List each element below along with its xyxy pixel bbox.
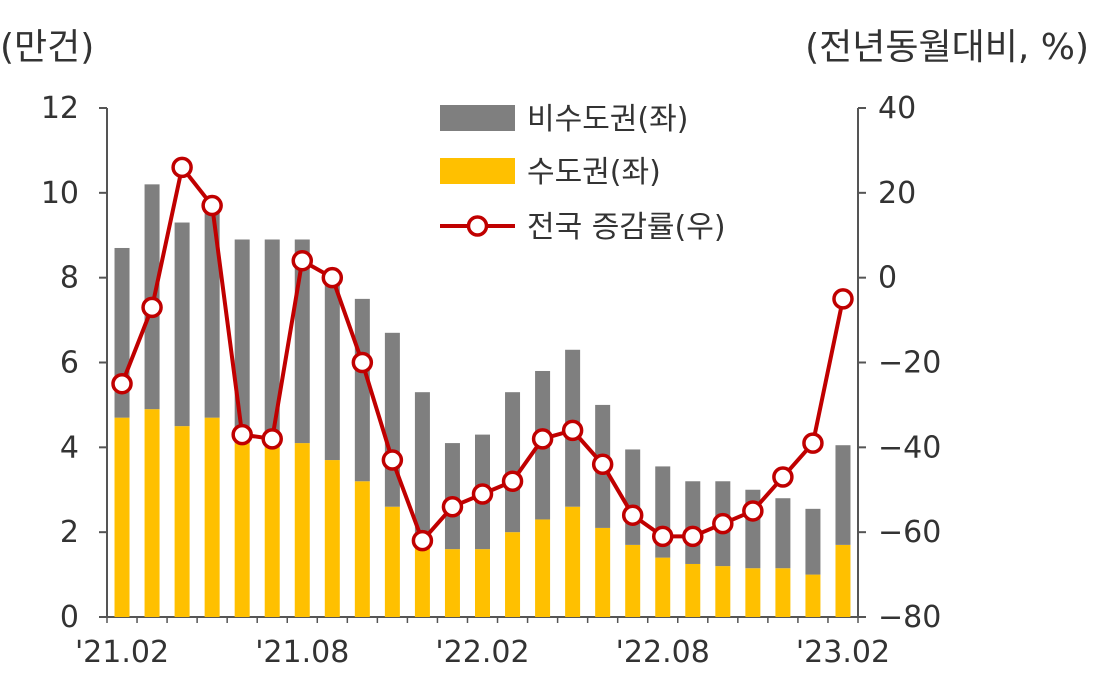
national-growth-point [201,194,223,217]
left-axis-tick-label: 6 [60,346,79,381]
line-group [111,156,854,552]
bar-capital-region [565,506,581,617]
bar-non-capital-region [505,392,521,533]
legend-label-capital: 수도권(좌) [527,155,661,190]
left-axis-tick-label: 12 [41,91,79,126]
right-axis-unit-label: (전년동월대비, %) [805,27,1089,68]
national-growth-point [621,504,644,526]
bar-capital-region [625,544,641,617]
bar-non-capital-region [835,445,851,545]
bar-capital-region [715,566,731,617]
national-growth-point [351,351,374,374]
bar-capital-region [294,443,310,617]
left-axis-tick-label: 8 [60,261,79,296]
legend-label-line: 전국 증감률(우) [527,210,726,245]
legend-swatch-non-capital [440,105,515,131]
bar-capital-region [775,568,791,617]
bar-capital-region [444,549,460,617]
bar-capital-region [414,544,430,617]
national-growth-point [471,483,494,505]
x-axis-tick-label: '21.08 [255,635,349,670]
bar-non-capital-region [384,332,400,507]
national-growth-point [411,529,434,552]
bar-capital-region [264,447,280,617]
bar-non-capital-region [805,508,821,575]
right-axis-tick-label: −20 [878,346,941,381]
left-axis-tick-label: 2 [60,515,79,550]
right-axis-tick-label: 40 [878,91,916,126]
bar-capital-region [505,532,521,617]
right-axis-tick-label: −40 [878,430,941,465]
bar-capital-region [354,481,370,617]
national-growth-point [742,500,764,522]
bar-capital-region [745,568,761,617]
legend-label-non-capital: 비수도권(좌) [527,102,688,137]
left-axis-tick-label: 0 [60,600,79,635]
national-growth-point [501,470,524,493]
national-growth-point [561,419,584,442]
bar-non-capital-region [264,239,280,448]
legend: 비수도권(좌) 수도권(좌) 전국 증감률(우) [440,102,726,245]
bar-capital-region [174,426,190,617]
bar-capital-region [475,549,490,617]
bar-capital-region [835,544,851,617]
left-axis-tick-label: 10 [41,176,79,211]
left-axis-unit-label: (만건) [0,27,95,68]
left-axis-tick-label: 4 [60,430,79,465]
bar-capital-region [535,519,551,617]
national-growth-point [682,525,704,548]
national-growth-point [321,266,344,289]
bar-capital-region [685,563,701,617]
bar-capital-region [144,409,160,617]
x-axis-tick-label: '21.02 [75,635,169,670]
x-axis-tick-label: '22.08 [616,635,710,670]
national-growth-point [712,512,734,535]
bar-non-capital-region [174,222,190,427]
national-growth-point [441,495,464,518]
national-growth-point [531,428,554,450]
bar-capital-region [384,506,400,617]
legend-swatch-marker [466,215,489,237]
national-growth-point [651,525,674,548]
national-growth-point [171,156,193,179]
bar-non-capital-region [234,239,250,444]
right-axis-tick-label: −80 [878,600,941,635]
national-growth-point [591,453,614,476]
national-growth-point [802,432,824,454]
bar-non-capital-region [204,205,220,418]
national-growth-point [111,372,133,395]
bar-non-capital-region [625,449,641,545]
right-axis-tick-label: 20 [878,176,916,211]
bar-non-capital-region [324,273,340,461]
bar-capital-region [595,527,611,617]
bar-capital-region [805,574,821,617]
national-growth-point [772,466,794,488]
right-axis-tick-label: 0 [878,261,897,296]
national-growth-point [141,296,163,319]
bar-capital-region [204,417,220,617]
x-axis-tick-label: '22.02 [435,635,529,670]
axes-group: 0 2 4 6 8 10 12 −80 −60 −40 −20 0 20 40 '21.02 '21.08 '2… [41,91,942,670]
bar-capital-region [114,417,130,617]
right-axis-tick-label: −60 [878,515,941,550]
bars-group [114,184,851,617]
national-growth-point [291,249,314,272]
national-growth-point [832,288,854,310]
bar-capital-region [324,460,340,617]
x-axis-tick-label: '23.02 [796,635,890,670]
bar-non-capital-region [354,298,370,482]
bar-capital-region [655,557,671,617]
national-growth-point [381,449,404,471]
bar-non-capital-region [414,392,430,545]
bar-non-capital-region [775,498,791,569]
national-growth-point [231,423,253,446]
legend-swatch-capital [440,158,515,184]
bar-non-capital-region [685,481,701,564]
national-growth-point [261,428,283,450]
bar-capital-region [234,443,250,617]
